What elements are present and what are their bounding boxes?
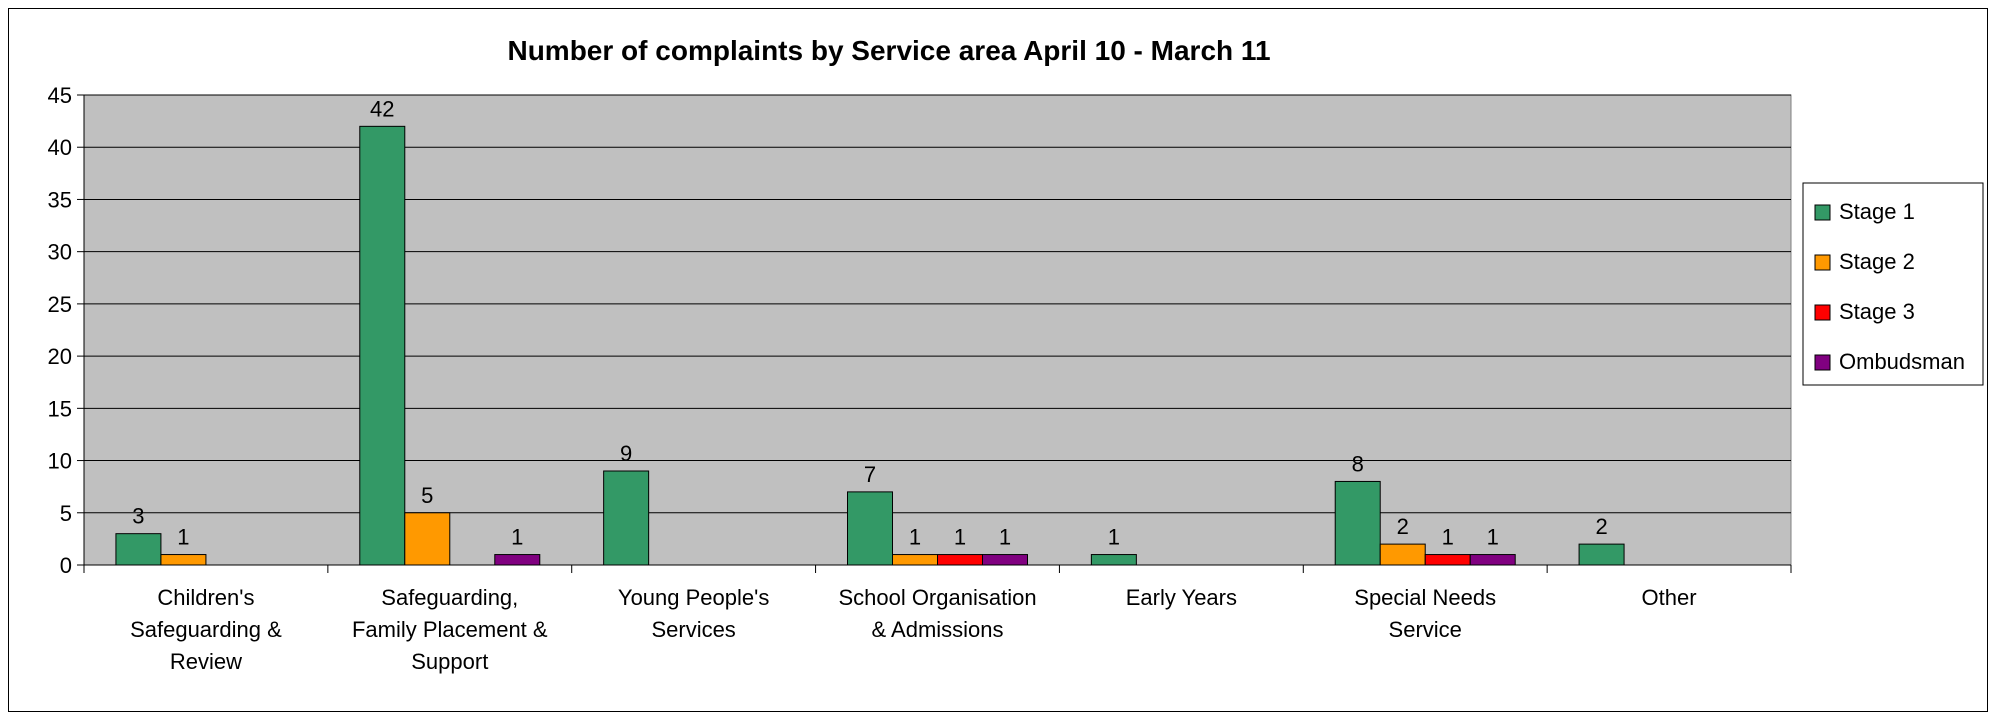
x-category-label-line: Other bbox=[1642, 585, 1697, 610]
bar bbox=[115, 533, 162, 566]
data-label: 1 bbox=[954, 525, 966, 550]
x-category-label-line: Young People's bbox=[618, 585, 769, 610]
bar bbox=[982, 554, 1028, 566]
data-label: 1 bbox=[999, 525, 1011, 550]
x-category-label: School Organisation & Admissions bbox=[838, 585, 1036, 642]
legend-box bbox=[1802, 182, 1984, 386]
data-label: 1 bbox=[1442, 525, 1454, 550]
bar bbox=[359, 125, 406, 566]
y-tick-label: 25 bbox=[48, 292, 72, 317]
bar bbox=[1469, 554, 1516, 566]
x-category-label-line: School Organisation bbox=[838, 585, 1036, 610]
x-category-label-line: Services bbox=[651, 617, 735, 642]
data-labels: 3 42 9 7 1 8 2 1 5 1 2 1 1 1 1 1 bbox=[132, 96, 1607, 549]
data-label: 7 bbox=[864, 462, 876, 487]
bar bbox=[603, 470, 650, 566]
x-category-label: Early Years bbox=[1126, 585, 1237, 610]
data-label: 5 bbox=[421, 483, 433, 508]
y-tick-label: 20 bbox=[48, 344, 72, 369]
x-category-label-line: Early Years bbox=[1126, 585, 1237, 610]
y-tick-label: 35 bbox=[48, 187, 72, 212]
data-label: 42 bbox=[370, 96, 394, 121]
legend-label: Stage 2 bbox=[1839, 249, 1915, 274]
bar bbox=[404, 512, 451, 566]
x-category-label: Safeguarding, Family Placement & Support bbox=[352, 585, 548, 674]
data-label: 1 bbox=[511, 525, 523, 550]
bars bbox=[115, 125, 1625, 566]
x-category-label: Children's Safeguarding & Review bbox=[130, 585, 282, 674]
data-label: 3 bbox=[132, 504, 144, 529]
bar bbox=[1379, 543, 1426, 566]
chart-frame: Number of complaints by Service area Apr… bbox=[8, 8, 1988, 712]
x-category-label: Young People's Services bbox=[618, 585, 769, 642]
data-label: 1 bbox=[1108, 525, 1120, 550]
data-label: 9 bbox=[620, 441, 632, 466]
bar bbox=[892, 554, 938, 566]
data-label: 8 bbox=[1352, 451, 1364, 476]
y-tick-label: 0 bbox=[60, 553, 72, 578]
y-tick-label: 15 bbox=[48, 396, 72, 421]
x-category-label-line: Support bbox=[411, 649, 488, 674]
y-tick-label: 45 bbox=[48, 83, 72, 108]
legend: Stage 1 Stage 2 Stage 3 Ombudsman bbox=[1802, 182, 1984, 386]
x-category-label-line: Special Needs bbox=[1354, 585, 1496, 610]
bar bbox=[1578, 543, 1625, 566]
legend-swatch bbox=[1814, 254, 1831, 271]
x-category-label: Other bbox=[1642, 585, 1697, 610]
y-tick-label: 10 bbox=[48, 449, 72, 474]
legend-swatch bbox=[1814, 204, 1831, 221]
legend-swatch bbox=[1814, 354, 1831, 371]
legend-label: Ombudsman bbox=[1839, 349, 1965, 374]
x-category-label-line: Safeguarding & bbox=[130, 617, 282, 642]
data-label: 2 bbox=[1397, 514, 1409, 539]
x-category-label-line: Review bbox=[170, 649, 242, 674]
data-label: 1 bbox=[909, 525, 921, 550]
legend-label: Stage 3 bbox=[1839, 299, 1915, 324]
bar bbox=[1090, 554, 1137, 566]
plot-area bbox=[83, 94, 1792, 566]
x-category-label-line: Children's bbox=[157, 585, 254, 610]
x-category-label-line: Service bbox=[1389, 617, 1462, 642]
data-label: 1 bbox=[1487, 525, 1499, 550]
legend-label: Stage 1 bbox=[1839, 199, 1915, 224]
data-label: 1 bbox=[177, 525, 189, 550]
bar bbox=[937, 554, 983, 566]
bar bbox=[160, 554, 207, 566]
bar bbox=[1424, 554, 1471, 566]
bar bbox=[847, 491, 893, 566]
x-category-label: Special Needs Service bbox=[1354, 585, 1496, 642]
chart-title: Number of complaints by Service area Apr… bbox=[507, 35, 1270, 66]
x-category-label-line: Safeguarding, bbox=[381, 585, 518, 610]
legend-swatch bbox=[1814, 304, 1831, 321]
y-tick-label: 5 bbox=[60, 501, 72, 526]
bar bbox=[494, 554, 541, 566]
x-category-label-line: Family Placement & bbox=[352, 617, 548, 642]
data-label: 2 bbox=[1595, 514, 1607, 539]
y-tick-label: 30 bbox=[48, 240, 72, 265]
bar-chart: Number of complaints by Service area Apr… bbox=[48, 35, 1984, 674]
y-axis: 0 5 10 15 20 25 30 35 40 45 bbox=[48, 83, 85, 578]
x-axis: Children's Safeguarding & Review Safeguardi… bbox=[83, 564, 1792, 674]
x-category-label-line: & Admissions bbox=[871, 617, 1003, 642]
bar bbox=[1334, 480, 1381, 566]
y-tick-label: 40 bbox=[48, 135, 72, 160]
